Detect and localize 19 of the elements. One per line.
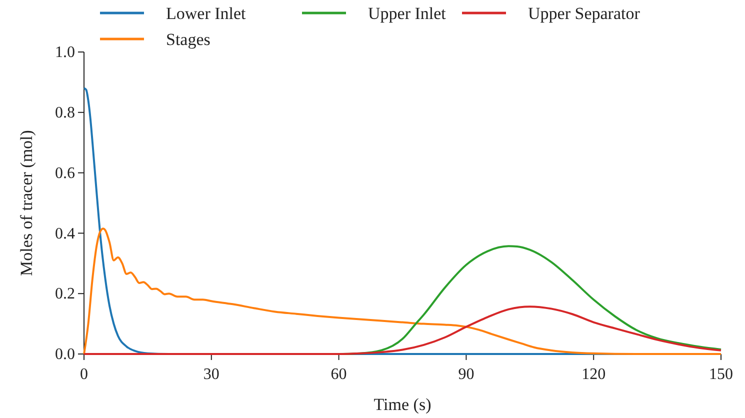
x-tick-label: 90 — [458, 366, 474, 383]
y-tick-label: 0.4 — [55, 225, 75, 242]
x-tick-label: 0 — [80, 366, 88, 383]
x-axis-title: Time (s) — [374, 395, 432, 414]
x-tick-label: 150 — [709, 366, 733, 383]
y-tick-label: 1.0 — [55, 44, 75, 62]
x-tick-label: 120 — [582, 366, 606, 383]
y-axis-title: Moles of tracer (mol) — [17, 130, 36, 276]
x-tick-label: 60 — [330, 366, 347, 383]
legend-label: Upper Separator — [528, 4, 640, 23]
legend-label: Stages — [166, 30, 210, 49]
y-tick-label: 0.2 — [55, 286, 75, 303]
legend-label: Upper Inlet — [368, 4, 446, 23]
y-tick-label: 0.6 — [55, 164, 75, 182]
legend-label: Lower Inlet — [166, 4, 246, 23]
y-tick-label: 0.8 — [55, 104, 75, 122]
x-tick-label: 30 — [203, 366, 220, 383]
y-tick-label: 0.0 — [55, 346, 75, 364]
line-series — [83, 306, 722, 355]
